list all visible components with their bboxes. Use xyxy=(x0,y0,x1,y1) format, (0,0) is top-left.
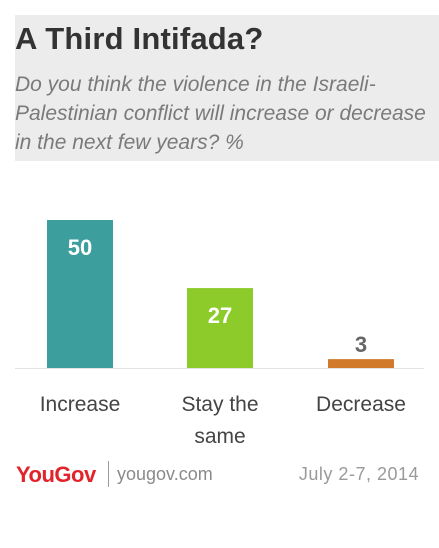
footer-site-link[interactable]: yougov.com xyxy=(117,464,213,484)
category-label: Decrease xyxy=(316,393,406,416)
bar-decrease xyxy=(328,359,394,368)
footer-date: July 2-7, 2014 xyxy=(298,464,419,484)
footer-separator xyxy=(108,461,109,487)
chart-subtitle: Do you think the violence in the Israeli… xyxy=(15,73,426,154)
data-label: 27 xyxy=(208,303,232,328)
data-label: 50 xyxy=(68,235,92,260)
header-panel: A Third Intifada? Do you think the viole… xyxy=(15,15,439,161)
data-label: 3 xyxy=(355,332,367,357)
yougov-logo: YouGov xyxy=(16,462,96,487)
bar-chart: 50 Increase 27 Stay the same 3 Decrease xyxy=(15,220,424,448)
category-label: Stay the xyxy=(181,393,258,416)
chart-title: A Third Intifada? xyxy=(15,21,264,56)
category-label: same xyxy=(194,425,245,448)
bar-stay-the-same xyxy=(187,288,253,368)
bar-increase xyxy=(47,220,113,368)
category-label: Increase xyxy=(40,393,121,416)
